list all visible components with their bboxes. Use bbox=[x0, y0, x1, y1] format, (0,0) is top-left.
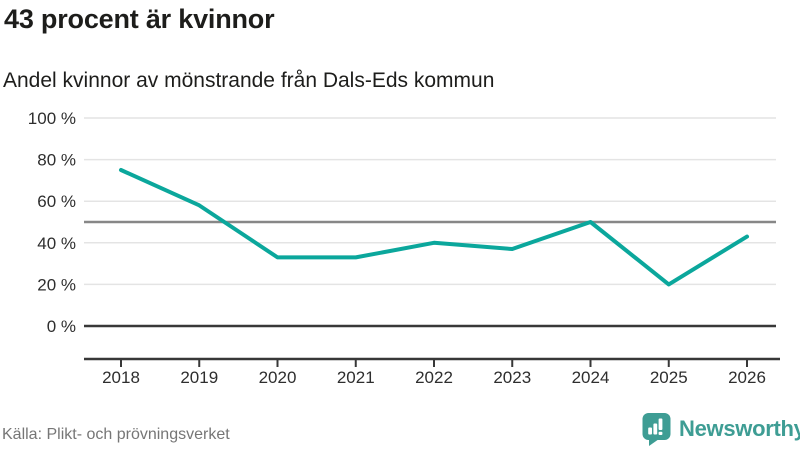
data-line-series bbox=[119, 168, 749, 287]
gridlines bbox=[84, 117, 776, 328]
bar-chart-speech-bubble-icon bbox=[642, 413, 671, 446]
logo-bar-2 bbox=[653, 423, 658, 435]
newsworthy-logo-text: Newsworthy bbox=[679, 416, 800, 441]
x-tick-label: 2020 bbox=[259, 368, 297, 387]
logo-bubble-tail bbox=[649, 439, 659, 446]
newsworthy-logo[interactable]: Newsworthy bbox=[642, 412, 800, 446]
source-note: Källa: Plikt- och prövningsverket bbox=[2, 426, 230, 443]
logo-exclamation-bar bbox=[658, 418, 663, 430]
x-tick-label: 2024 bbox=[572, 368, 610, 387]
y-tick-label: 40 % bbox=[37, 234, 76, 253]
y-axis-tick-labels: 0 % 20 % 40 % 60 % 80 % 100 % bbox=[28, 109, 76, 336]
logo-exclamation-dot bbox=[658, 431, 663, 435]
y-tick-label: 100 % bbox=[28, 109, 76, 128]
y-tick-label: 20 % bbox=[37, 275, 76, 294]
logo-bar-1 bbox=[648, 427, 652, 435]
y-tick-label: 60 % bbox=[37, 192, 76, 211]
y-tick-label: 0 % bbox=[47, 317, 76, 336]
x-tick-label: 2018 bbox=[102, 368, 140, 387]
x-tick-label: 2019 bbox=[180, 368, 218, 387]
x-tick-label: 2022 bbox=[415, 368, 453, 387]
x-tick-label: 2026 bbox=[728, 368, 766, 387]
x-axis-tick-labels: 2018 2019 2020 2021 2022 2023 2024 2025 2026 bbox=[102, 368, 766, 387]
y-tick-label: 80 % bbox=[37, 151, 76, 170]
x-axis bbox=[84, 357, 780, 367]
chart-title: 43 procent är kvinnor bbox=[4, 4, 275, 34]
x-tick-label: 2025 bbox=[650, 368, 688, 387]
x-tick-label: 2021 bbox=[337, 368, 375, 387]
chart-subtitle: Andel kvinnor av mönstrande från Dals-Ed… bbox=[3, 69, 495, 92]
x-tick-label: 2023 bbox=[493, 368, 531, 387]
